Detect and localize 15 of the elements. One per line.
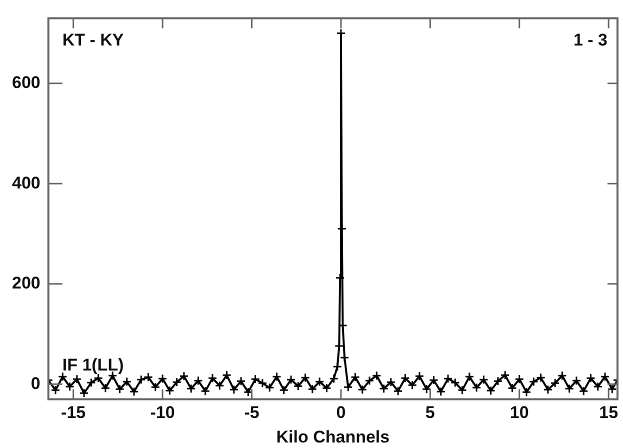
y-tick-label: 600	[12, 73, 40, 92]
annotation: KT - KY	[62, 30, 124, 50]
x-tick-label: 5	[425, 403, 435, 422]
y-tick-label: 0	[30, 374, 40, 393]
y-tick-label: 400	[12, 173, 40, 192]
y-tick-label: 200	[12, 274, 40, 293]
x-tick-label: -5	[244, 403, 260, 422]
x-tick-label: 10	[510, 403, 529, 422]
x-tick-label: -15	[61, 403, 86, 422]
x-tick-label: -10	[150, 403, 175, 422]
x-axis-title: Kilo Channels	[276, 427, 390, 446]
annotation: 1 - 3	[573, 30, 608, 50]
x-tick-label: 15	[599, 403, 618, 422]
annotation: IF 1(LL)	[62, 355, 124, 374]
x-tick-label: 0	[336, 403, 346, 422]
